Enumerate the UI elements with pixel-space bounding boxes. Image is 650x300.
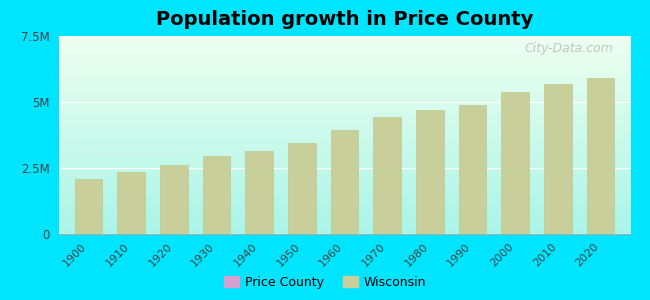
Bar <box>203 156 230 234</box>
Bar <box>544 84 572 234</box>
Bar <box>331 130 358 234</box>
Bar <box>459 105 486 234</box>
Title: Population growth in Price County: Population growth in Price County <box>156 10 533 29</box>
Bar <box>245 151 273 234</box>
Bar <box>587 78 614 234</box>
Bar <box>288 143 316 234</box>
Text: City-Data.com: City-Data.com <box>525 42 614 55</box>
Bar <box>160 164 188 234</box>
Bar <box>373 117 401 234</box>
Bar <box>75 179 102 234</box>
Bar <box>117 172 145 234</box>
Legend: Price County, Wisconsin: Price County, Wisconsin <box>218 271 432 294</box>
Bar <box>416 110 444 234</box>
Bar <box>501 92 529 234</box>
